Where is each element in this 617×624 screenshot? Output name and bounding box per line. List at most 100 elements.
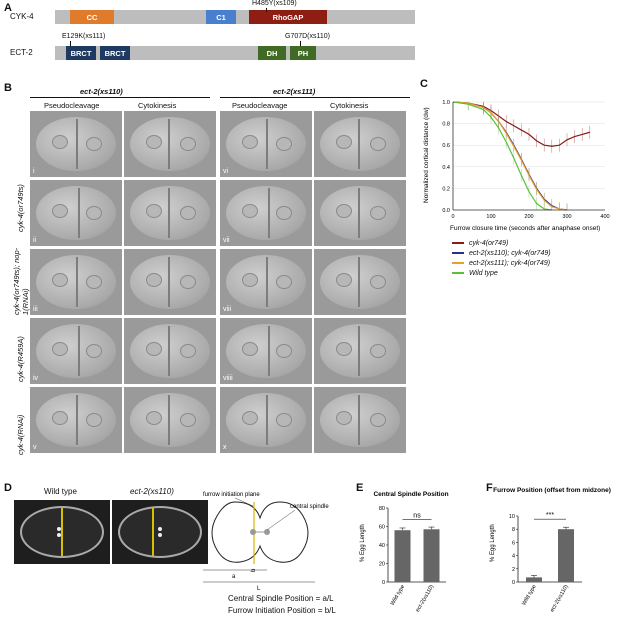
embryo-image bbox=[314, 249, 406, 315]
cyk4-mutation: H485Y(xs109) bbox=[252, 0, 297, 7]
embryo-image: iii bbox=[30, 249, 122, 315]
panel-a-letter: A bbox=[4, 2, 12, 14]
cyk4-c1-domain: C1 bbox=[206, 10, 236, 24]
legend-entry: Wild type bbox=[452, 268, 551, 278]
panel-e-letter: E bbox=[356, 482, 364, 494]
y-tick-label: 1.0 bbox=[442, 100, 450, 106]
bar-chart-f: Furrow Position (offset from midzone) % … bbox=[490, 487, 611, 613]
y-axis-label: Normalized cortical distance (dw) bbox=[423, 107, 430, 203]
y-tick-label: 6 bbox=[512, 540, 515, 546]
plane-label: furrow initiation plane bbox=[203, 492, 260, 498]
x-tick-label: 200 bbox=[524, 214, 533, 220]
cyk4-label: CYK-4 bbox=[10, 12, 34, 21]
ect2-dh-domain: DH bbox=[258, 46, 286, 60]
embryo-image: x bbox=[220, 387, 312, 453]
x-tick-label: 0 bbox=[451, 214, 454, 220]
y-tick-label: 0.0 bbox=[442, 208, 450, 214]
x-tick-label: 400 bbox=[600, 214, 609, 220]
spindle-label: central spindle bbox=[290, 504, 329, 510]
bar bbox=[423, 529, 440, 582]
a-label: a bbox=[232, 574, 236, 580]
ect2-mutation-right-tick bbox=[300, 41, 301, 46]
embryo-image: v bbox=[30, 387, 122, 453]
y-tick-label: 80 bbox=[379, 506, 385, 512]
legend-label: Wild type bbox=[469, 269, 498, 277]
ect2-mutation-left-tick bbox=[70, 41, 71, 46]
panel-numeral: ii bbox=[33, 237, 37, 244]
y-tick-label: 60 bbox=[379, 525, 385, 531]
row-label-r459a: cyk-4(R459A) bbox=[16, 336, 25, 382]
col-header-1: Pseudocleavage bbox=[44, 101, 100, 110]
legend-swatch bbox=[452, 252, 464, 254]
f-ylabel: % Egg Length bbox=[490, 524, 496, 562]
legend-swatch bbox=[452, 242, 464, 244]
cyk4-rhogap-domain: RhoGAP bbox=[249, 10, 327, 24]
series-line bbox=[452, 101, 568, 211]
panel-numeral: v bbox=[33, 444, 37, 451]
y-tick-label: 0.4 bbox=[442, 165, 450, 171]
cyk4-mutation-tick bbox=[266, 8, 267, 12]
y-tick-label: 4 bbox=[512, 554, 515, 560]
d-title-wt: Wild type bbox=[44, 487, 77, 496]
legend-swatch bbox=[452, 272, 464, 274]
panel-numeral: vi bbox=[223, 168, 229, 175]
panel-numeral: viii bbox=[223, 306, 232, 313]
y-tick-label: 40 bbox=[379, 543, 385, 549]
y-tick-label: 10 bbox=[509, 514, 515, 520]
fluorescence-image-xs110 bbox=[112, 500, 208, 564]
b-label: b bbox=[251, 568, 257, 572]
embryo-image: vii bbox=[220, 180, 312, 246]
series-line bbox=[452, 101, 568, 211]
x-tick-label: ect-2(xs110) bbox=[549, 584, 569, 613]
significance-label: *** bbox=[546, 512, 554, 519]
col-header-2: Cytokinesis bbox=[138, 101, 177, 110]
bar bbox=[394, 530, 411, 582]
panel-numeral: vii bbox=[223, 237, 230, 244]
embryo-image: viii bbox=[220, 249, 312, 315]
y-tick-label: 0.6 bbox=[442, 143, 450, 149]
legend-entry: cyk-4(or749) bbox=[452, 238, 551, 248]
cyk4-cc-domain: CC bbox=[70, 10, 114, 24]
panel-numeral: iii bbox=[33, 306, 38, 313]
ect2-brct1-domain: BRCT bbox=[66, 46, 96, 60]
embryo-image: iv bbox=[30, 318, 122, 384]
group-line-xs111 bbox=[220, 97, 410, 98]
panel-numeral: viiii bbox=[223, 375, 233, 382]
embryo-image: i bbox=[30, 111, 122, 177]
x-tick-label: Wild type bbox=[390, 584, 407, 607]
ect2-mutation-right: G707D(xs110) bbox=[285, 33, 331, 40]
embryo-image bbox=[124, 249, 216, 315]
x-axis-label: Furrow closure time (seconds after anaph… bbox=[450, 225, 600, 232]
y-tick-label: 0 bbox=[382, 580, 385, 586]
l-label: L bbox=[257, 586, 261, 592]
panel-f-letter: F bbox=[486, 482, 493, 494]
y-tick-label: 2 bbox=[512, 567, 515, 573]
legend-swatch bbox=[452, 262, 464, 264]
ect2-ph-domain: PH bbox=[290, 46, 316, 60]
legend-entry: ect-2(xs110); cyk-4(or749) bbox=[452, 248, 551, 258]
x-tick-label: Wild type bbox=[521, 584, 538, 607]
embryo-image bbox=[124, 180, 216, 246]
panel-numeral: i bbox=[33, 168, 35, 175]
y-tick-label: 0 bbox=[512, 580, 515, 586]
legend-entry: ect-2(xs111); cyk-4(or749) bbox=[452, 258, 551, 268]
e-ylabel: % Egg Length bbox=[360, 524, 366, 562]
group-label-xs110: ect-2(xs110) bbox=[80, 87, 123, 96]
col-header-4: Cytokinesis bbox=[330, 101, 369, 110]
embryo-image: vi bbox=[220, 111, 312, 177]
line-chart: 0.0 0.2 0.4 0.6 0.8 1.0 0 100 200 300 400 Normaliz… bbox=[423, 100, 610, 232]
panel-c-letter: C bbox=[420, 78, 428, 90]
embryo-image: viiii bbox=[220, 318, 312, 384]
embryo-image bbox=[124, 387, 216, 453]
x-tick-label: ect-2(xs110) bbox=[415, 584, 435, 613]
f-title: Furrow Position (offset from midzone) bbox=[493, 487, 611, 494]
embryo-image bbox=[314, 387, 406, 453]
embryo-image bbox=[314, 180, 406, 246]
formula-furrow-initiation: Furrow Initiation Position = b/L bbox=[228, 606, 336, 615]
bar bbox=[558, 529, 574, 582]
bar-chart-e: Central Spindle Position % Egg Length 0 2… bbox=[360, 491, 449, 613]
y-tick-label: 8 bbox=[512, 527, 515, 533]
group-label-xs111: ect-2(xs111) bbox=[273, 87, 316, 96]
fluorescence-image-wt bbox=[14, 500, 110, 564]
y-tick-label: 0.8 bbox=[442, 122, 450, 128]
